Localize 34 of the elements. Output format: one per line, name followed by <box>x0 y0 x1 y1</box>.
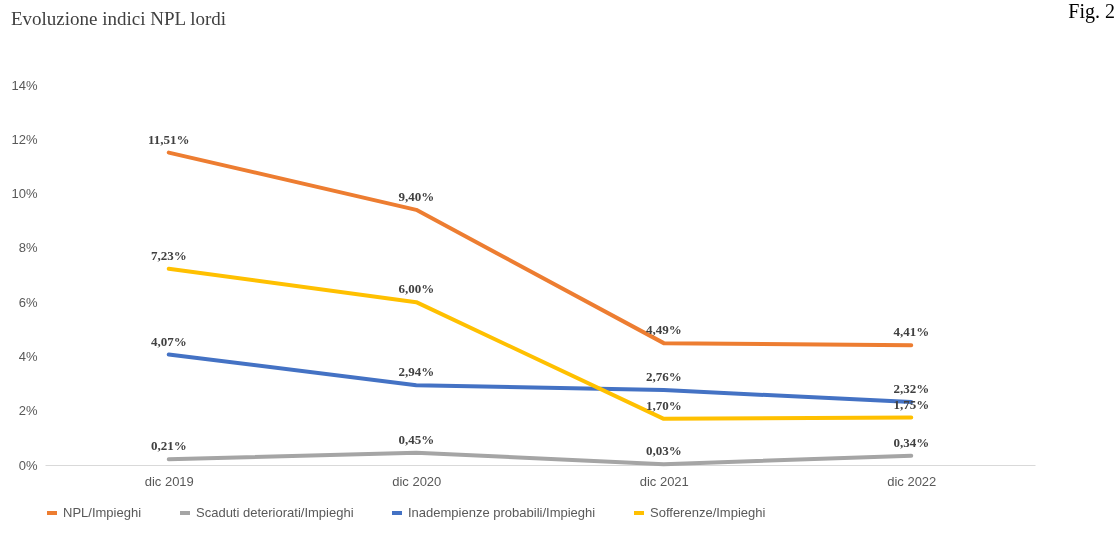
y-tick-label: 10% <box>11 186 38 202</box>
y-tick-label: 0% <box>18 457 38 473</box>
y-tick-label: 2% <box>18 403 38 419</box>
x-tick-label: dic 2019 <box>144 473 194 489</box>
y-tick-label: 4% <box>18 348 38 364</box>
chart-title: Evoluzione indici NPL lordi <box>10 8 227 29</box>
x-tick-label: dic 2021 <box>639 473 689 489</box>
legend-label: NPL/Impieghi <box>63 505 142 520</box>
data-label: 0,34% <box>893 434 930 450</box>
data-label: 6,00% <box>398 281 435 297</box>
data-label: 1,70% <box>645 397 682 413</box>
x-tick-label: dic 2022 <box>887 473 937 489</box>
data-label: 9,40% <box>398 188 435 204</box>
data-label: 2,32% <box>893 381 930 397</box>
data-label: 2,76% <box>645 369 682 385</box>
y-tick-label: 8% <box>18 240 38 256</box>
data-label: 0,45% <box>398 431 435 447</box>
y-tick-label: 14% <box>11 77 38 93</box>
data-label: 0,21% <box>150 438 187 454</box>
data-label: 1,75% <box>893 396 930 412</box>
data-label: 4,49% <box>645 322 682 338</box>
data-label: 2,94% <box>398 364 435 380</box>
legend-label: Inadempienze probabili/Impieghi <box>408 505 596 520</box>
caption: Fig. 2 <box>1068 0 1115 22</box>
x-tick-label: dic 2020 <box>392 473 442 489</box>
legend-label: Sofferenze/Impieghi <box>650 505 766 520</box>
data-label: 4,41% <box>893 324 930 340</box>
data-label: 11,51% <box>147 131 190 147</box>
y-tick-label: 12% <box>11 131 38 147</box>
y-tick-label: 6% <box>18 294 38 310</box>
data-label: 0,03% <box>645 443 682 459</box>
data-label: 7,23% <box>150 247 187 263</box>
data-label: 4,07% <box>150 333 187 349</box>
legend-label: Scaduti deteriorati/Impieghi <box>196 505 354 520</box>
